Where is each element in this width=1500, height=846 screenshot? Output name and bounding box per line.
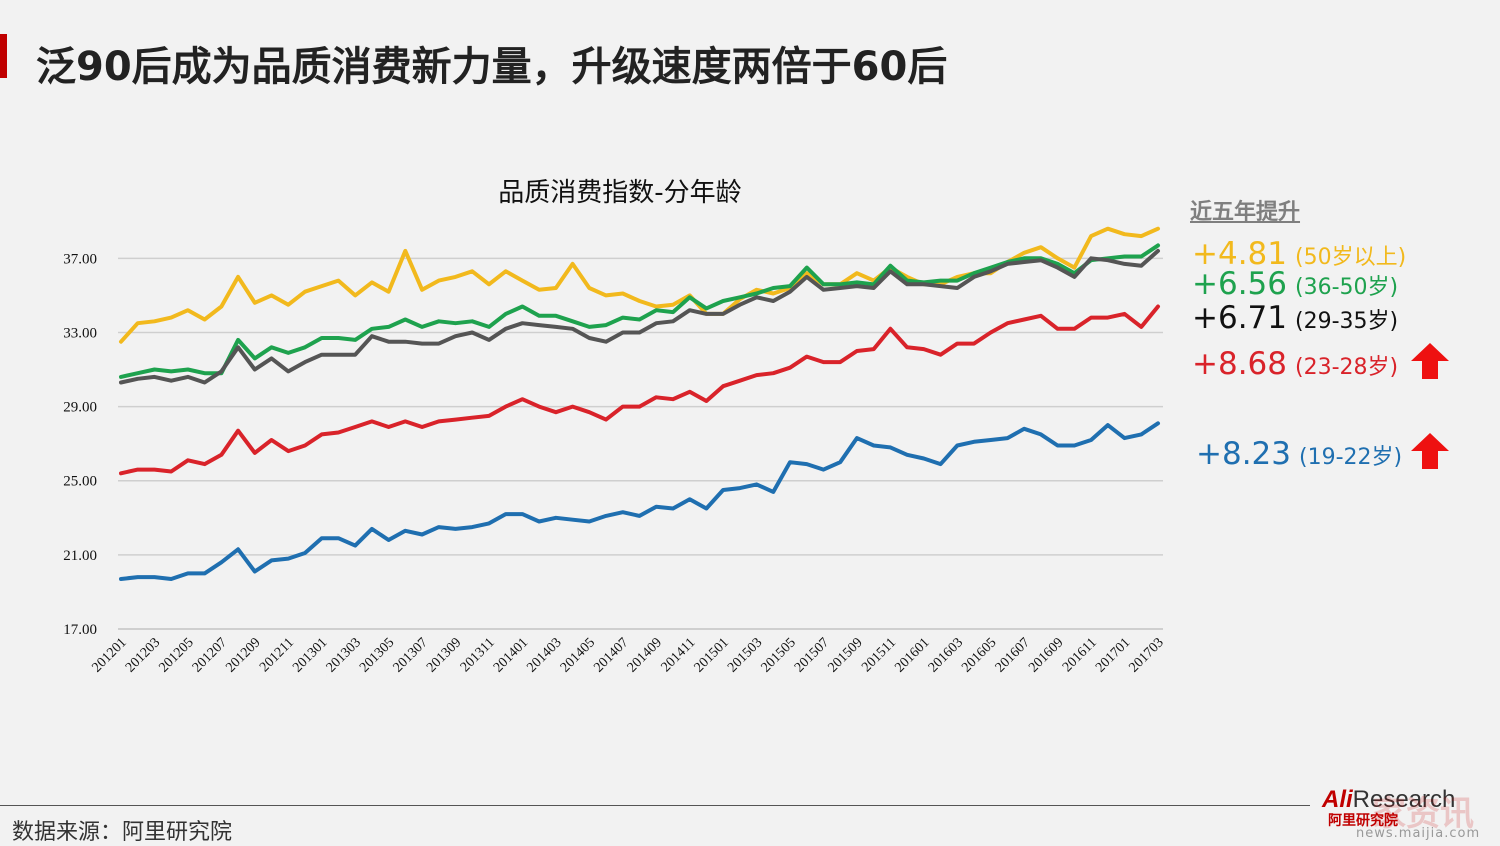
x-tick-label: 201409	[625, 635, 665, 675]
x-tick-label: 201603	[926, 635, 966, 675]
logo-research-text: Research	[1352, 786, 1456, 813]
x-tick-label: 201205	[156, 635, 196, 675]
x-tick-label: 201501	[692, 635, 732, 675]
x-tick-label: 201305	[357, 635, 397, 675]
growth-value: +8.23	[1196, 436, 1291, 472]
y-tick-label: 29.00	[63, 400, 97, 416]
logo-subtitle: 阿里研究院	[1328, 813, 1398, 829]
x-tick-label: 201505	[759, 635, 799, 675]
x-tick-label: 201503	[725, 635, 765, 675]
up-arrow-icon	[1411, 343, 1449, 379]
growth-row: +8.23 (19-22岁)	[1196, 436, 1402, 472]
x-tick-label: 201601	[892, 635, 932, 675]
y-tick-label: 17.00	[63, 622, 97, 638]
growth-age-label: (19-22岁)	[1299, 445, 1403, 470]
growth-age-label: (50岁以上)	[1295, 245, 1407, 270]
y-tick-label: 37.00	[63, 251, 97, 267]
x-tick-label: 201611	[1060, 635, 1100, 675]
growth-age-label: (36-50岁)	[1295, 275, 1399, 300]
data-source: 数据来源：阿里研究院	[12, 820, 233, 845]
title-accent-bar	[0, 34, 7, 78]
growth-value: +6.71	[1192, 300, 1287, 336]
y-tick-label: 21.00	[63, 548, 97, 564]
series-line-1	[119, 243, 1160, 379]
series-line-3	[119, 304, 1160, 476]
x-tick-label: 201209	[223, 635, 263, 675]
x-tick-label: 201605	[959, 635, 999, 675]
x-tick-label: 201411	[659, 635, 699, 675]
up-arrow-icon	[1411, 433, 1449, 469]
x-tick-label: 201509	[825, 635, 865, 675]
x-tick-label: 201207	[190, 635, 230, 675]
x-tick-label: 201307	[391, 635, 431, 675]
y-tick-label: 33.00	[63, 325, 97, 341]
growth-value: +6.56	[1192, 266, 1287, 302]
x-tick-label: 201607	[993, 635, 1033, 675]
footer-divider	[0, 805, 1310, 806]
x-tick-label: 201309	[424, 635, 464, 675]
x-tick-label: 201701	[1093, 635, 1133, 675]
x-tick-label: 201609	[1026, 635, 1066, 675]
x-tick-label: 201203	[123, 635, 163, 675]
x-tick-label: 201405	[558, 635, 598, 675]
x-tick-label: 201311	[458, 635, 498, 675]
growth-row: +8.68 (23-28岁)	[1192, 346, 1398, 382]
x-tick-label: 201507	[792, 635, 832, 675]
growth-panel-header: 近五年提升	[1190, 200, 1301, 225]
watermark: 家资讯	[1372, 794, 1474, 834]
x-tick-label: 201211	[257, 635, 297, 675]
x-tick-label: 201407	[591, 635, 631, 675]
page-title: 泛90后成为品质消费新力量，升级速度两倍于60后	[36, 44, 948, 90]
x-tick-label: 201301	[290, 635, 330, 675]
growth-value: +4.81	[1192, 236, 1287, 272]
aliresearch-logo: AliResearch	[1322, 786, 1455, 814]
growth-row: +4.81 (50岁以上)	[1192, 236, 1406, 272]
series-line-2	[119, 248, 1160, 385]
growth-row: +6.56 (36-50岁)	[1192, 266, 1398, 302]
logo-ali-text: Ali	[1322, 786, 1353, 813]
x-tick-label: 201403	[524, 635, 564, 675]
growth-age-label: (23-28岁)	[1295, 355, 1399, 380]
growth-value: +8.68	[1192, 346, 1287, 382]
x-tick-label: 201303	[324, 635, 364, 675]
series-line-4	[119, 421, 1160, 581]
line-chart: 17.0021.0025.0029.0033.0037.002012012012…	[63, 226, 1167, 676]
watermark-url: news.maijia.com	[1356, 826, 1481, 841]
chart-title: 品质消费指数-分年龄	[498, 178, 742, 208]
x-tick-label: 201511	[859, 635, 899, 675]
y-tick-label: 25.00	[63, 474, 97, 490]
growth-row: +6.71 (29-35岁)	[1192, 300, 1398, 336]
x-tick-label: 201201	[90, 635, 130, 675]
x-tick-label: 201703	[1127, 635, 1167, 675]
x-tick-label: 201401	[491, 635, 531, 675]
growth-age-label: (29-35岁)	[1295, 309, 1399, 334]
